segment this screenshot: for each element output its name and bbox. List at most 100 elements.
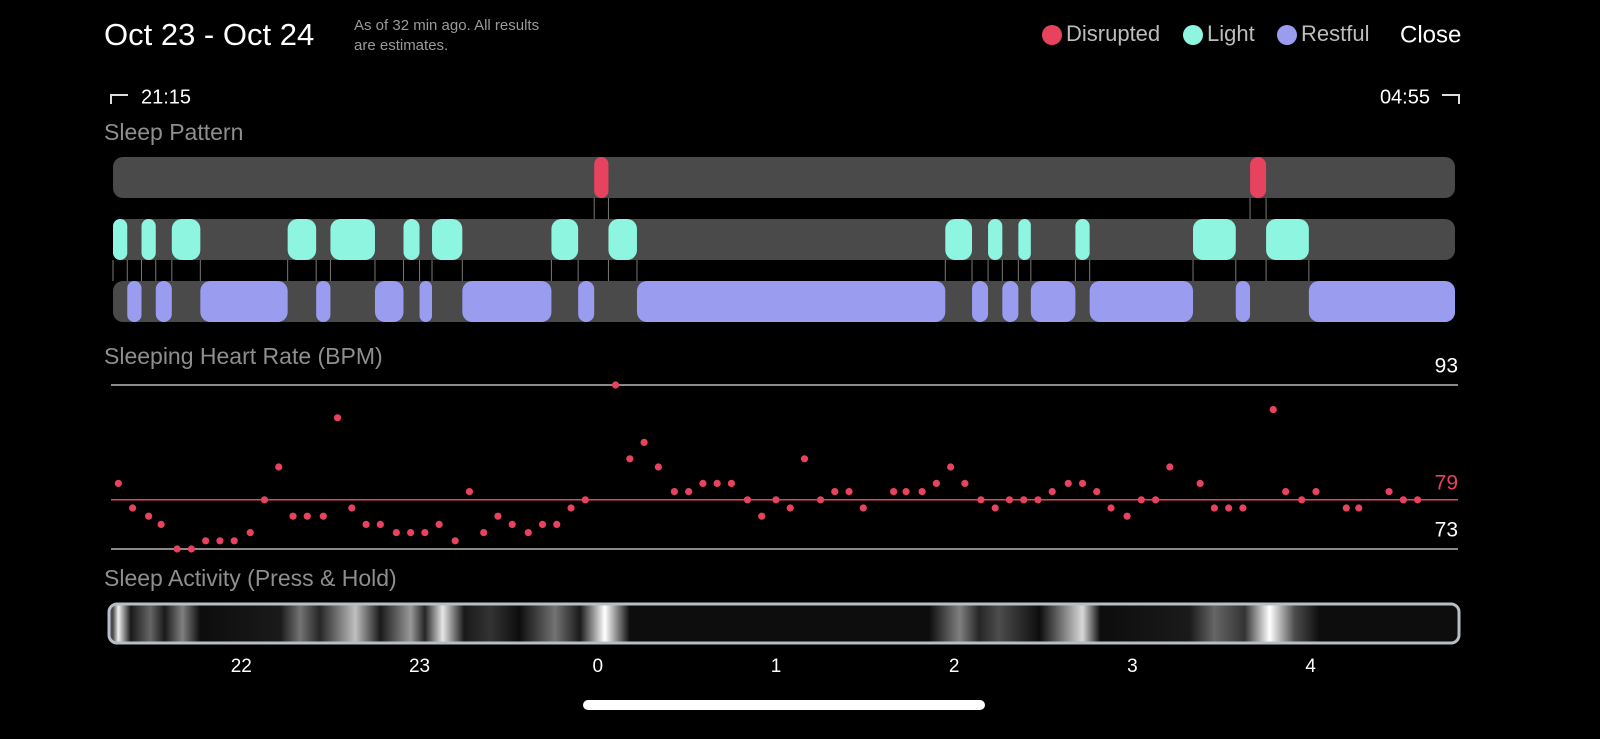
heart-rate-point	[727, 479, 736, 487]
heart-rate-point	[1399, 496, 1407, 504]
range-bracket	[1442, 94, 1460, 104]
heart-rate-point	[800, 455, 809, 463]
heart-rate-point	[1312, 488, 1320, 496]
heart-rate-point	[435, 520, 443, 529]
sleep-segment	[1030, 281, 1076, 322]
heart-rate-point	[1048, 488, 1056, 496]
heart-rate-point	[581, 496, 589, 504]
heart-rate-point	[713, 479, 721, 487]
range-end: 04:55	[1380, 86, 1430, 108]
heart-rate-point	[494, 512, 502, 520]
note-line: As of 32 min ago. All results	[354, 17, 539, 34]
heart-rate-point	[961, 479, 969, 487]
heart-rate-point	[246, 529, 254, 537]
heart-rate-point	[1239, 504, 1247, 512]
legend-swatch	[1183, 25, 1203, 45]
heart-rate-point	[421, 529, 429, 537]
heart-rate-point	[1269, 406, 1277, 414]
heart-rate-point	[1107, 504, 1115, 512]
heart-rate-point	[465, 488, 474, 496]
x-tick-label: 0	[592, 656, 603, 677]
heart-rate-point	[918, 488, 926, 496]
sleep-segment	[578, 281, 595, 322]
sleep-segment	[374, 281, 404, 322]
heart-rate-point	[890, 488, 898, 496]
heart-rate-point	[786, 504, 794, 512]
x-tick-label: 23	[409, 656, 430, 677]
heart-rate-point	[932, 479, 940, 487]
heart-rate-point	[670, 488, 678, 496]
track	[113, 157, 1455, 198]
heart-rate-point	[216, 537, 224, 545]
heart-rate-point	[202, 537, 210, 545]
heart-rate-point	[699, 479, 707, 487]
sleep-segment	[403, 219, 420, 260]
sleep-segment	[945, 219, 973, 260]
heart-rate-point	[303, 512, 311, 520]
heart-rate-point	[1225, 504, 1233, 512]
heart-rate-point	[508, 520, 516, 529]
sleep-segment	[330, 219, 375, 260]
heart-rate-point	[1413, 496, 1422, 504]
heart-rate-point	[451, 537, 459, 545]
heart-rate-point	[333, 414, 342, 422]
heart-rate-point	[524, 529, 532, 537]
y-tick-label: 93	[1435, 355, 1458, 378]
y-tick-label: 73	[1435, 519, 1458, 542]
heart-rate-point	[1064, 479, 1072, 487]
sleep-segment	[200, 281, 288, 322]
heart-rate-point	[1342, 504, 1350, 512]
heart-rate-point	[845, 488, 853, 496]
heart-rate-point	[991, 504, 999, 512]
sleep-segment	[608, 219, 637, 260]
heart-rate-point	[831, 488, 839, 496]
section-title: Sleep Activity (Press & Hold)	[104, 565, 397, 591]
heart-rate-point	[1005, 496, 1014, 504]
section-title: Sleeping Heart Rate (BPM)	[104, 343, 383, 369]
section-title: Sleep Pattern	[104, 119, 243, 145]
heart-rate-point	[685, 488, 693, 496]
activity-strip	[107, 602, 1461, 645]
sleep-segment	[113, 219, 128, 260]
sleep-segment	[462, 281, 552, 322]
heart-rate-point	[1298, 496, 1306, 504]
heart-rate-point	[1020, 496, 1028, 504]
average-label: 79	[1435, 471, 1458, 494]
sleep-segment	[1018, 219, 1031, 260]
sleep-segment	[972, 281, 989, 322]
sleep-segment	[1266, 219, 1309, 260]
heart-rate-point	[230, 537, 238, 545]
legend-swatch	[1042, 25, 1062, 45]
heart-rate-point	[157, 520, 165, 529]
heart-rate-point	[816, 496, 825, 504]
sleep-segment	[171, 219, 201, 260]
legend-label: Restful	[1301, 21, 1369, 46]
heart-rate-point	[902, 488, 910, 496]
legend-label: Light	[1207, 21, 1255, 46]
heart-rate-point	[1385, 488, 1393, 496]
heart-rate-point	[145, 512, 153, 520]
heart-rate-point	[1151, 496, 1160, 504]
close-button[interactable]: Close	[1400, 21, 1461, 48]
heart-rate-point	[626, 455, 634, 463]
heart-rate-point	[187, 545, 196, 553]
sleep-segment	[1308, 281, 1455, 322]
date-title: Oct 23 - Oct 24	[104, 17, 314, 52]
sleep-segment	[1089, 281, 1194, 322]
heart-rate-point	[319, 512, 327, 520]
sleep-segment	[1250, 157, 1267, 198]
heart-rate-point	[275, 463, 283, 471]
heart-rate-point	[1196, 479, 1204, 487]
heart-rate-point	[392, 529, 400, 537]
legend-swatch	[1277, 25, 1297, 45]
heart-rate-point	[758, 512, 766, 520]
heart-rate-point	[553, 520, 561, 529]
heart-rate-point	[1123, 512, 1131, 520]
range-start: 21:15	[141, 86, 191, 108]
sleep-segment	[419, 281, 433, 322]
sleep-segment	[287, 219, 317, 260]
heart-rate-point	[538, 520, 547, 529]
heart-rate-point	[640, 438, 648, 446]
